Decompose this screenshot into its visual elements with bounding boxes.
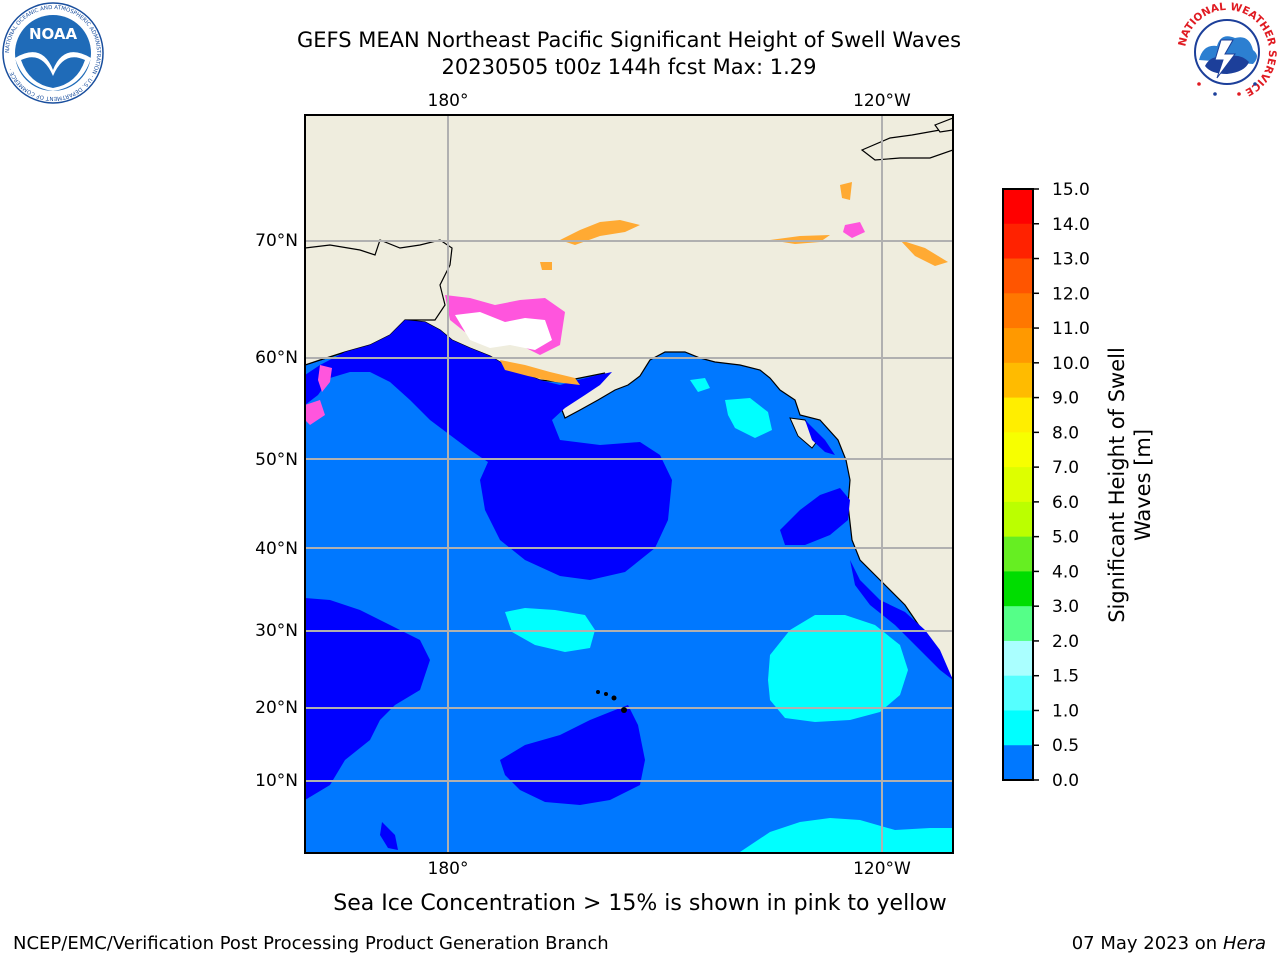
noaa-logo: NATIONAL OCEANIC AND ATMOSPHERIC ADMINIS… — [2, 2, 104, 104]
colorbar-tick-label: 4.0 — [1052, 562, 1079, 582]
nws-logo: NATIONAL WEATHER SERVICE — [1175, 0, 1279, 104]
colorbar-tick-label: 13.0 — [1052, 250, 1090, 270]
colorbar-tick-label: 11.0 — [1052, 319, 1090, 339]
graticule — [305, 115, 953, 853]
colorbar-tick-label: 8.0 — [1052, 423, 1079, 443]
colorbar-ticks: 15.0 14.0 13.0 12.0 11.0 10.0 9.0 8.0 7.0 6.0 5.0 4… — [1033, 180, 1090, 791]
machine-name: Hera — [1222, 933, 1266, 954]
colorbar-tick-label: 10.0 — [1052, 354, 1090, 374]
colorbar-swatch — [1003, 640, 1033, 677]
noaa-logo-text: NOAA — [29, 25, 78, 43]
colorbar-swatch — [1003, 189, 1033, 225]
colorbar — [1003, 189, 1033, 781]
date-line: 07 May 2023 on Hera — [1072, 933, 1266, 954]
lat-label-50n: 50°N — [255, 450, 298, 470]
colorbar-swatch — [1003, 467, 1033, 503]
lat-label-60n: 60°N — [255, 348, 298, 368]
hawaii-islands — [596, 690, 627, 713]
lat-label-20n: 20°N — [255, 698, 298, 718]
sea-ice-white — [455, 312, 552, 350]
colorbar-swatch — [1003, 710, 1033, 746]
colorbar-tick-label: 5.0 — [1052, 528, 1079, 548]
colorbar-swatch — [1003, 258, 1033, 294]
lon-label-bottom-120w: 120°W — [853, 859, 911, 879]
map-plot-area — [305, 115, 953, 853]
colorbar-swatch — [1003, 536, 1033, 572]
colorbar-tick-label: 1.0 — [1052, 701, 1079, 721]
lon-label-top-180: 180° — [428, 91, 469, 111]
colorbar-swatch — [1003, 571, 1033, 607]
colorbar-swatch — [1003, 675, 1033, 711]
colorbar-label-line2: Waves [m] — [1131, 429, 1155, 541]
lat-label-10n: 10°N — [255, 771, 298, 791]
colorbar-label-line1: Significant Height of Swell — [1105, 347, 1129, 623]
colorbar-tick-label: 9.0 — [1052, 389, 1079, 409]
colorbar-swatch — [1003, 745, 1033, 781]
credit-line: NCEP/EMC/Verification Post Processing Pr… — [13, 933, 609, 954]
colorbar-tick-label: 1.5 — [1052, 667, 1079, 687]
colorbar-tick-label: 14.0 — [1052, 215, 1090, 235]
colorbar-tick-label: 0.5 — [1052, 736, 1079, 756]
colorbar-tick-label: 7.0 — [1052, 458, 1079, 478]
land-arctic-islands — [860, 127, 953, 161]
colorbar-swatch — [1003, 293, 1033, 329]
colorbar-frame — [1002, 188, 1034, 781]
date-text: 07 May 2023 on — [1071, 933, 1218, 954]
map-subtitle: 20230505 t00z 144h fcst Max: 1.29 — [441, 55, 817, 79]
map-frame — [304, 114, 954, 854]
lon-label-top-120w: 120°W — [853, 91, 911, 111]
colorbar-tick-label: 15.0 — [1052, 180, 1090, 200]
ocean-swell-0-0.5 — [305, 320, 953, 850]
colorbar-swatch — [1003, 223, 1033, 260]
colorbar-swatch — [1003, 606, 1033, 642]
colorbar-tick-label: 2.0 — [1052, 632, 1079, 652]
lon-label-bottom-180: 180° — [428, 859, 469, 879]
sea-ice-note: Sea Ice Concentration > 15% is shown in … — [333, 891, 947, 916]
colorbar-swatch — [1003, 501, 1033, 538]
colorbar-swatch — [1003, 328, 1033, 364]
map-title: GEFS MEAN Northeast Pacific Significant … — [296, 28, 962, 52]
colorbar-label: Significant Height of Swell Waves [m] — [1105, 347, 1155, 623]
lat-label-30n: 30°N — [255, 621, 298, 641]
colorbar-tick-label: 12.0 — [1052, 284, 1090, 304]
colorbar-swatch — [1003, 397, 1033, 433]
colorbar-swatch — [1003, 362, 1033, 399]
colorbar-tick-label: 6.0 — [1052, 493, 1079, 513]
colorbar-swatch — [1003, 432, 1033, 468]
lat-label-70n: 70°N — [255, 231, 298, 251]
colorbar-tick-label: 0.0 — [1052, 771, 1079, 791]
sea-ice-orange — [500, 182, 948, 385]
colorbar-tick-label: 3.0 — [1052, 597, 1079, 617]
lat-label-40n: 40°N — [255, 539, 298, 559]
